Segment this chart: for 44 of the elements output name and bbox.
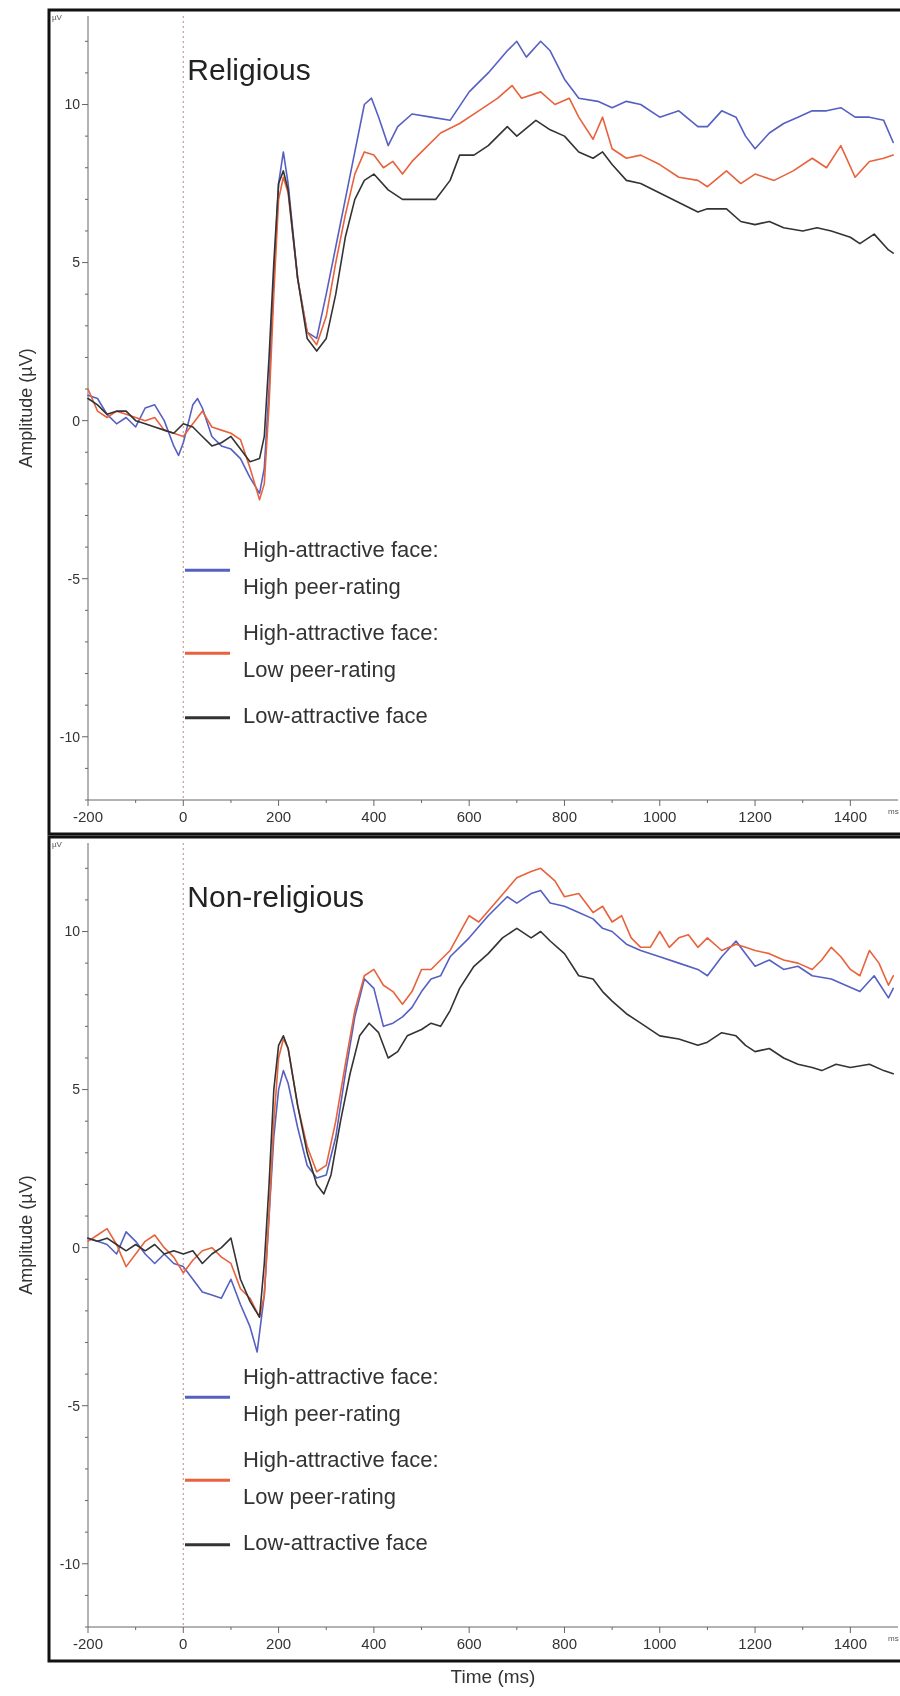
x-tick-label: 1200: [738, 808, 772, 825]
y-tick-label: -10: [59, 728, 81, 745]
text: Non-religious: [187, 880, 365, 913]
y-tick-label: 10: [64, 96, 81, 113]
text: ms: [888, 1634, 899, 1643]
y-tick-label: 5: [72, 254, 81, 271]
y-tick-label: 10: [64, 923, 81, 940]
legend-label: Low-attractive face: [243, 1530, 428, 1556]
x-tick-label: 0: [179, 1635, 188, 1652]
y-tick-label: 0: [72, 1239, 81, 1256]
y-tick-label: 0: [72, 412, 81, 429]
y-tick-label: -10: [59, 1555, 81, 1572]
x-tick-label: 200: [266, 1635, 292, 1652]
x-tick-label: 400: [361, 808, 387, 825]
x-tick-label: 1400: [833, 1635, 868, 1652]
legend-label: High-attractive face: Low peer-rating: [243, 620, 439, 683]
text: Religious: [187, 53, 311, 86]
legend-label: Low-attractive face: [243, 703, 428, 729]
text: ms: [888, 807, 899, 816]
x-tick-label: 0: [179, 808, 188, 825]
legend-label: High-attractive face: High peer-rating: [243, 1364, 439, 1427]
x-tick-label: -200: [72, 1635, 104, 1652]
text: µV: [52, 840, 63, 849]
x-tick-label: 1000: [643, 808, 677, 825]
y-tick-label: -5: [67, 570, 81, 587]
y-tick-label: 5: [72, 1081, 81, 1098]
y-tick-label: -5: [67, 1397, 81, 1414]
x-tick-label: 600: [456, 808, 482, 825]
x-tick-label: 1200: [738, 1635, 772, 1652]
x-tick-label: 600: [456, 1635, 482, 1652]
x-tick-label: 200: [266, 808, 292, 825]
y-axis-title: Amplitude (µV): [16, 348, 36, 468]
x-tick-label: -200: [72, 808, 104, 825]
x-tick-label: 1400: [833, 808, 868, 825]
y-axis-title: Amplitude (µV): [16, 1175, 36, 1295]
x-tick-label: 1000: [643, 1635, 677, 1652]
x-tick-label: 800: [551, 1635, 577, 1652]
x-tick-label: 800: [551, 808, 577, 825]
line-series: [87, 119, 895, 463]
legend-label: High-attractive face: High peer-rating: [243, 537, 439, 600]
legend-label: High-attractive face: Low peer-rating: [243, 1447, 439, 1510]
text: µV: [52, 13, 63, 22]
x-tick-label: 400: [361, 1635, 387, 1652]
x-axis-title: Time (ms): [450, 1666, 536, 1687]
